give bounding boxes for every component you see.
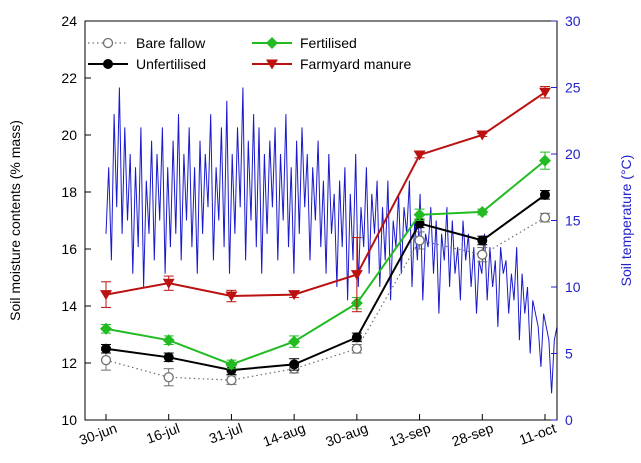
y2-tick-label: 10 xyxy=(565,279,581,295)
marker-point xyxy=(540,189,550,200)
marker-point xyxy=(100,354,112,366)
marker-point xyxy=(288,290,301,301)
marker-point xyxy=(100,322,112,335)
marker-point xyxy=(351,343,363,354)
moisture-series-layer xyxy=(100,86,551,387)
x-tick-label: 30-jun xyxy=(77,420,119,448)
y2-tick-label: 15 xyxy=(565,213,581,229)
legend-item: Unfertilised xyxy=(88,56,206,72)
marker-point xyxy=(100,290,112,301)
series-line xyxy=(105,91,546,298)
marker-point xyxy=(413,208,426,221)
temperature-series-layer xyxy=(105,87,558,394)
marker-point xyxy=(266,37,278,49)
x-tick-label: 13-sep xyxy=(387,420,433,450)
x-tick-label: 11-oct xyxy=(517,420,558,448)
y-tick-label: 16 xyxy=(61,241,77,257)
legend-item: Farmyard manure xyxy=(252,56,411,72)
marker-point xyxy=(476,205,489,218)
marker-point xyxy=(288,335,301,348)
marker-point xyxy=(162,278,175,289)
marker-point xyxy=(413,150,426,161)
y-tick-label: 10 xyxy=(61,412,77,428)
marker-point xyxy=(539,154,551,167)
x-tick-label: 30-aug xyxy=(323,420,369,450)
marker-point xyxy=(477,235,488,246)
marker-point xyxy=(289,359,300,370)
marker-point xyxy=(163,352,174,363)
marker-point xyxy=(539,87,551,98)
legend-label: Farmyard manure xyxy=(300,56,411,72)
marker-point xyxy=(162,334,175,347)
y-tick-label: 14 xyxy=(61,298,77,314)
marker-point xyxy=(225,358,238,371)
marker-point xyxy=(266,59,278,70)
marker-point xyxy=(351,332,362,343)
y2-tick-label: 25 xyxy=(565,80,581,96)
marker-point xyxy=(477,249,488,260)
x-tick-label: 28-sep xyxy=(450,420,496,450)
marker-point xyxy=(102,37,114,49)
marker-point xyxy=(101,343,111,354)
y-tick-label: 20 xyxy=(61,127,77,143)
marker-point xyxy=(539,212,551,223)
y-tick-label: 12 xyxy=(61,355,77,371)
legend-label: Fertilised xyxy=(300,35,357,51)
y-axis-title: Soil moisture contents (% mass) xyxy=(7,120,23,321)
x-tick-label: 31-jul xyxy=(207,420,245,447)
y2-tick-label: 20 xyxy=(565,146,581,162)
y2-tick-label: 5 xyxy=(565,346,573,362)
y2-tick-label: 30 xyxy=(565,13,581,29)
y2-tick-label: 0 xyxy=(565,412,573,428)
x-tick-label: 16-jul xyxy=(144,420,182,447)
temperature-line xyxy=(105,87,558,394)
series-farmyard-manure xyxy=(100,86,551,313)
legend: Bare fallow Unfertilised Fertilised Farmyar… xyxy=(88,35,411,72)
legend-item: Fertilised xyxy=(252,35,357,51)
y-tick-label: 18 xyxy=(61,184,77,200)
legend-label: Unfertilised xyxy=(136,56,206,72)
series-fertilised xyxy=(100,151,551,371)
legend-item: Bare fallow xyxy=(88,35,206,51)
marker-point xyxy=(163,372,174,383)
marker-point xyxy=(350,270,363,281)
marker-point xyxy=(226,374,237,386)
y-tick-label: 22 xyxy=(61,70,77,86)
marker-point xyxy=(414,235,425,246)
legend-label: Bare fallow xyxy=(136,35,206,51)
marker-point xyxy=(103,59,113,69)
y2-axis-title: Soil temperature (°C) xyxy=(618,155,634,287)
x-tick-label: 14-aug xyxy=(261,420,307,450)
series-line xyxy=(105,159,546,366)
marker-point xyxy=(476,130,489,141)
series-unfertilised xyxy=(101,189,550,376)
marker-point xyxy=(225,291,238,302)
y-tick-label: 24 xyxy=(61,13,77,29)
series-line xyxy=(105,194,546,372)
